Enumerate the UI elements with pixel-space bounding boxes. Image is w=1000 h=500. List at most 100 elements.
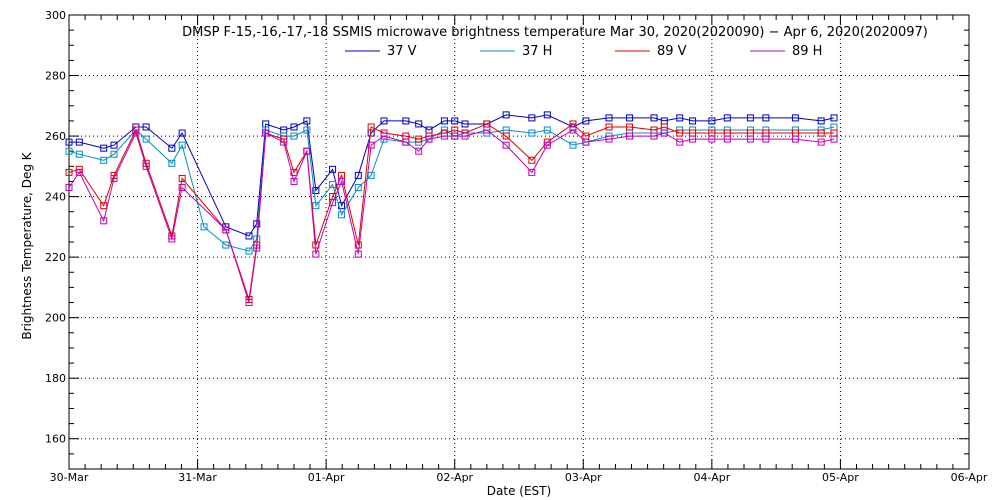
data-point: [354, 184, 362, 192]
data-point: [290, 177, 298, 185]
x-tick-label: 06-Apr: [951, 471, 988, 484]
data-point: [483, 126, 491, 134]
data-point: [312, 202, 320, 210]
data-point: [543, 111, 551, 119]
data-point: [817, 138, 825, 146]
data-point: [65, 147, 73, 155]
data-point: [461, 120, 469, 128]
data-point: [110, 174, 118, 182]
data-point: [367, 123, 375, 131]
data-point: [380, 117, 388, 125]
data-point: [110, 141, 118, 149]
data-point: [142, 123, 150, 131]
data-point: [245, 247, 253, 255]
data-point: [100, 144, 108, 152]
data-point: [723, 135, 731, 143]
data-point: [451, 117, 459, 125]
data-point: [708, 135, 716, 143]
data-point: [329, 199, 337, 207]
data-point: [543, 141, 551, 149]
data-point: [440, 117, 448, 125]
data-point: [676, 114, 684, 122]
data-point: [280, 138, 288, 146]
y-tick-label: 200: [45, 312, 66, 325]
data-point: [312, 250, 320, 258]
x-tick-label: 04-Apr: [693, 471, 730, 484]
data-point: [100, 217, 108, 225]
legend: 37 V 37 H 89 V 89 H: [345, 44, 822, 59]
data-point: [689, 117, 697, 125]
data-point: [354, 241, 362, 249]
data-point: [626, 123, 634, 131]
data-point: [762, 135, 770, 143]
data-point: [660, 129, 668, 137]
data-point: [142, 135, 150, 143]
data-point: [338, 211, 346, 219]
legend-label: 37 H: [522, 44, 552, 59]
data-point: [290, 132, 298, 140]
data-point: [626, 132, 634, 140]
data-point: [245, 299, 253, 307]
data-point: [253, 244, 261, 252]
data-point: [200, 223, 208, 231]
data-point: [303, 147, 311, 155]
data-point: [75, 150, 83, 158]
data-point: [791, 135, 799, 143]
y-tick-label: 300: [45, 9, 66, 22]
data-point: [676, 138, 684, 146]
data-point: [253, 220, 261, 228]
data-point: [402, 138, 410, 146]
data-point: [415, 147, 423, 155]
x-tick-label: 01-Apr: [308, 471, 345, 484]
data-point: [303, 117, 311, 125]
data-point: [528, 114, 536, 122]
data-point: [817, 117, 825, 125]
data-point: [605, 114, 613, 122]
axis-ticks: 160 180 200 220 240 260 280 300 30-Mar 31-Mar 01-A…: [45, 9, 988, 484]
legend-label: 89 H: [792, 44, 822, 59]
data-point: [245, 232, 253, 240]
data-point: [582, 138, 590, 146]
data-point: [626, 114, 634, 122]
y-tick-label: 280: [45, 70, 66, 83]
data-point: [168, 235, 176, 243]
y-tick-label: 220: [45, 251, 66, 264]
data-point: [65, 168, 73, 176]
data-point: [502, 141, 510, 149]
data-point: [354, 250, 362, 258]
data-point: [582, 117, 590, 125]
data-point: [650, 132, 658, 140]
data-point: [168, 144, 176, 152]
data-point: [178, 129, 186, 137]
data-point: [178, 174, 186, 182]
data-point: [100, 156, 108, 164]
data-point: [100, 202, 108, 210]
y-tick-label: 240: [45, 191, 66, 204]
data-point: [461, 132, 469, 140]
plot-frame: [68, 14, 970, 470]
data-point: [354, 171, 362, 179]
data-point: [569, 126, 577, 134]
data-point: [262, 129, 270, 137]
data-point: [746, 114, 754, 122]
data-point: [502, 132, 510, 140]
y-tick-label: 260: [45, 130, 66, 143]
axes: [68, 14, 970, 470]
data-point: [543, 126, 551, 134]
series-line: [68, 123, 834, 300]
data-point: [178, 184, 186, 192]
x-axis-label: Date (EST): [487, 484, 551, 498]
data-point: [830, 114, 838, 122]
data-point: [569, 141, 577, 149]
data-point: [746, 135, 754, 143]
data-point: [367, 171, 375, 179]
data-point: [676, 129, 684, 137]
data-series: [65, 111, 838, 307]
data-point: [142, 162, 150, 170]
x-tick-label: 03-Apr: [565, 471, 602, 484]
data-point: [528, 168, 536, 176]
data-point: [290, 168, 298, 176]
data-point: [222, 226, 230, 234]
grid-lines: [69, 15, 969, 469]
data-point: [817, 129, 825, 137]
